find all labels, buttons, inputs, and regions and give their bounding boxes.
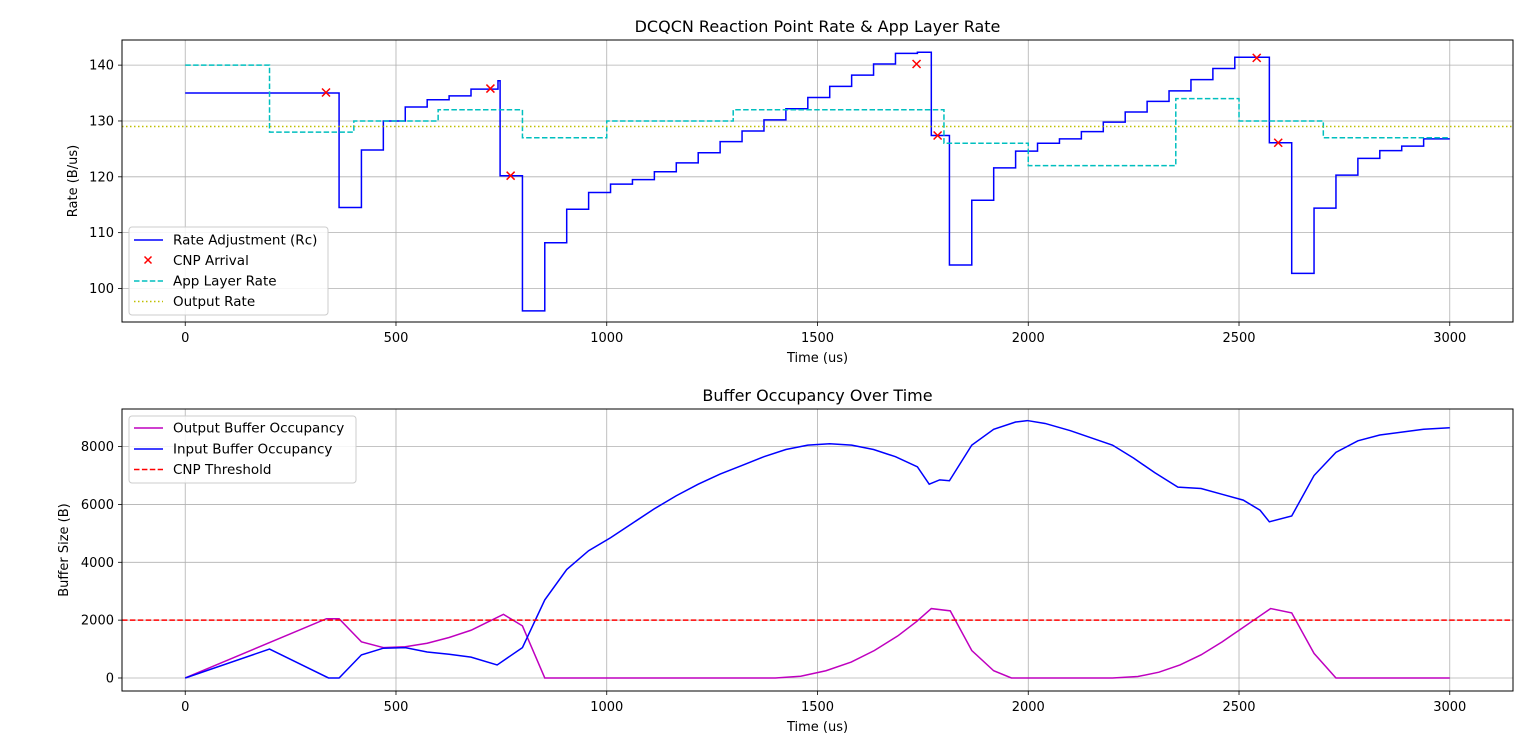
legend-label-cnp-arrival: CNP Arrival [173,253,249,269]
rate-x-tick-label: 1000 [590,331,623,346]
rate-x-tick-label: 2000 [1012,331,1045,346]
buffer-x-tick-label: 1000 [590,700,623,715]
buffer-x-tick-label: 3000 [1433,700,1466,715]
buffer-y-tick-label: 8000 [81,440,114,455]
rate-chart: 0 500 1000 1500 2000 2500 3000100110120130140 … [66,17,1514,366]
buffer-x-tick-label: 2500 [1222,700,1255,715]
legend-label-output-buffer: Output Buffer Occupancy [173,421,344,437]
cnp-arrival-marker [933,130,943,141]
rate-chart-ticks: 0 500 1000 1500 2000 2500 3000 100 110 120 130 140 [89,59,1466,346]
rate-chart-ylabel: Rate (B/us) [66,145,81,217]
buffer-y-tick-label: 6000 [81,498,114,513]
buffer-series-input-buffer-occupancy [184,419,1450,679]
cnp-arrival-marker [912,59,922,69]
buffer-chart-ylabel: Buffer Size (B) [57,503,72,596]
rate-x-tick-label: 500 [384,331,409,346]
rate-chart-xlabel: Time (us) [786,351,848,366]
buffer-x-tick-label: 0 [181,700,189,715]
buffer-chart: 0 500 1000 1500 2000 2500 3000 0 2000 4000 6000 800… [57,386,1514,735]
rate-series-rate-adjustment-rc [185,51,1450,312]
rate-series-cnp-arrival [321,53,1283,181]
rate-y-tick-label: 130 [89,114,114,129]
legend-label-output-rate: Output Rate [173,294,255,310]
buffer-chart-title: Buffer Occupancy Over Time [702,386,932,405]
buffer-x-tick-label: 2000 [1012,700,1045,715]
rate-y-tick-label: 120 [89,170,114,185]
buffer-x-tick-label: 1500 [801,700,834,715]
buffer-y-tick-label: 0 [106,671,114,686]
cnp-arrival-marker [1273,138,1283,148]
rate-chart-title: DCQCN Reaction Point Rate & App Layer Ra… [635,17,1001,36]
rate-chart-series [122,51,1513,312]
buffer-y-tick-label: 4000 [81,556,114,571]
buffer-chart-series [122,419,1513,679]
legend-label-input-buffer: Input Buffer Occupancy [173,442,332,458]
rate-chart-legend: Rate Adjustment (Rc) CNP Arrival App Lay… [128,226,329,316]
cnp-arrival-marker [321,87,331,98]
buffer-chart-ticks: 0 500 1000 1500 2000 2500 3000 0 2000 4000 6000 800… [81,440,1466,715]
legend-label-rate-adjustment: Rate Adjustment (Rc) [173,233,317,249]
rate-x-tick-label: 3000 [1433,331,1466,346]
rate-y-tick-label: 140 [89,59,114,74]
buffer-chart-legend: Output Buffer Occupancy Input Buffer Occ… [128,415,357,484]
rate-x-tick-label: 1500 [801,331,834,346]
buffer-x-tick-label: 500 [384,700,409,715]
buffer-series-output-buffer-occupancy [184,607,1450,679]
rate-y-tick-label: 110 [89,226,114,241]
rate-x-tick-label: 2500 [1222,331,1255,346]
legend-label-app-layer-rate: App Layer Rate [173,274,277,290]
rate-chart-legend-box [128,226,329,316]
cnp-arrival-marker [1252,53,1262,63]
rate-y-tick-label: 100 [89,282,114,297]
buffer-chart-xlabel: Time (us) [786,720,848,735]
rate-series-app-layer-rate [185,64,1450,167]
legend-swatch-cnp-arrival [143,255,153,265]
buffer-y-tick-label: 2000 [81,614,114,629]
cnp-arrival-marker [485,84,495,94]
buffer-chart-legend-box [128,415,357,484]
legend-label-cnp-threshold: CNP Threshold [173,462,272,478]
rate-x-tick-label: 0 [181,331,189,346]
cnp-arrival-marker [506,171,516,181]
